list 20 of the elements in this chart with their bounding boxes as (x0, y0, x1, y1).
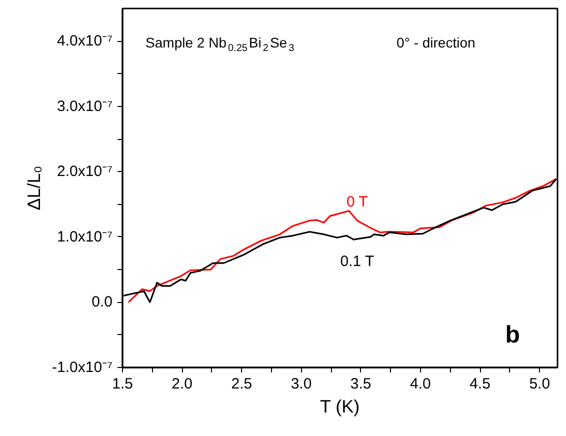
series-label: 0.1 T (340, 252, 374, 270)
x-tick-label: 2.5 (231, 376, 252, 392)
x-tick-label: 3.5 (350, 376, 372, 392)
x-tick-label: 5.0 (529, 376, 550, 392)
x-axis-title: T (K) (320, 396, 360, 416)
x-tick-label: 4.5 (470, 376, 490, 392)
annotation: b (505, 322, 520, 349)
x-tick-label: 4.0 (410, 376, 431, 392)
y-tick-label: 2.0x10⁻⁷ (57, 163, 113, 180)
y-axis-title: ΔL/L₀ (24, 166, 44, 210)
y-tick-label: 1.0x10⁻⁷ (57, 228, 113, 246)
series-label: 0 T (346, 194, 368, 211)
y-tick-label: 3.0x10⁻⁷ (57, 98, 113, 115)
y-tick-label: 4.0x10⁻⁷ (57, 32, 113, 50)
x-tick-label: 3.0 (290, 376, 312, 392)
annotation: 0° - direction (396, 34, 476, 51)
x-tick-label: 2.0 (172, 376, 193, 392)
x-tick-label: 1.5 (112, 376, 133, 392)
y-tick-label: -1.0x10⁻⁷ (52, 359, 113, 376)
y-tick-label: 0.0 (92, 294, 113, 311)
